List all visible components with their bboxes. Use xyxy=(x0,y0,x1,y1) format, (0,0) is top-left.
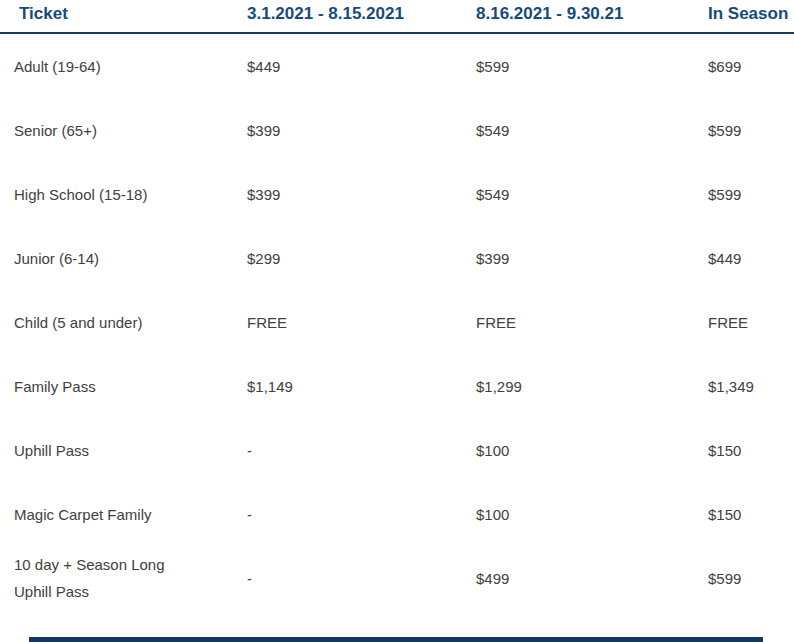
table-row: Child (5 and under) FREE FREE FREE xyxy=(0,290,794,354)
price-cell: $150 xyxy=(694,482,794,546)
price-cell: $599 xyxy=(694,546,794,610)
price-cell: $599 xyxy=(694,162,794,226)
table-row: Magic Carpet Family - $100 $150 xyxy=(0,482,794,546)
price-cell: $549 xyxy=(462,162,694,226)
price-cell: - xyxy=(233,418,462,482)
column-header-in-season: In Season xyxy=(694,0,794,33)
price-cell: $699 xyxy=(694,33,794,98)
price-cell: $299 xyxy=(233,226,462,290)
price-cell: FREE xyxy=(233,290,462,354)
ticket-label-cell: Family Pass xyxy=(0,354,233,418)
price-cell: $599 xyxy=(462,33,694,98)
price-cell: $399 xyxy=(233,98,462,162)
price-cell: $399 xyxy=(462,226,694,290)
price-cell: $549 xyxy=(462,98,694,162)
price-cell: $1,149 xyxy=(233,354,462,418)
ticket-label-cell: Adult (19-64) xyxy=(0,33,233,98)
ticket-label-cell: High School (15-18) xyxy=(0,162,233,226)
price-cell: $599 xyxy=(694,98,794,162)
column-header-mid-season: 8.16.2021 - 9.30.21 xyxy=(462,0,694,33)
price-cell: $150 xyxy=(694,418,794,482)
ticket-label-cell: Child (5 and under) xyxy=(0,290,233,354)
table-row: 10 day + Season Long Uphill Pass - $499 … xyxy=(0,546,794,610)
table-row: Family Pass $1,149 $1,299 $1,349 xyxy=(0,354,794,418)
table-row: High School (15-18) $399 $549 $599 xyxy=(0,162,794,226)
table-row: Junior (6-14) $299 $399 $449 xyxy=(0,226,794,290)
price-cell: $1,299 xyxy=(462,354,694,418)
price-cell: $1,349 xyxy=(694,354,794,418)
price-cell: $449 xyxy=(233,33,462,98)
table-bottom-rule xyxy=(29,637,763,642)
ticket-label-cell: Junior (6-14) xyxy=(0,226,233,290)
column-header-ticket: Ticket xyxy=(0,0,233,33)
price-cell: $100 xyxy=(462,482,694,546)
price-cell: $399 xyxy=(233,162,462,226)
pricing-table: Ticket 3.1.2021 - 8.15.2021 8.16.2021 - … xyxy=(0,0,794,610)
ticket-label-cell: Uphill Pass xyxy=(0,418,233,482)
price-cell: $100 xyxy=(462,418,694,482)
table-row: Adult (19-64) $449 $599 $699 xyxy=(0,33,794,98)
price-cell: FREE xyxy=(462,290,694,354)
price-cell: $449 xyxy=(694,226,794,290)
table-row: Senior (65+) $399 $549 $599 xyxy=(0,98,794,162)
header-row: Ticket 3.1.2021 - 8.15.2021 8.16.2021 - … xyxy=(0,0,794,33)
ticket-label-cell: Senior (65+) xyxy=(0,98,233,162)
column-header-early-season: 3.1.2021 - 8.15.2021 xyxy=(233,0,462,33)
price-cell: - xyxy=(233,482,462,546)
ticket-label-cell: 10 day + Season Long Uphill Pass xyxy=(0,546,233,610)
price-cell: $499 xyxy=(462,546,694,610)
pricing-page: Ticket 3.1.2021 - 8.15.2021 8.16.2021 - … xyxy=(0,0,794,642)
table-row: Uphill Pass - $100 $150 xyxy=(0,418,794,482)
price-cell: - xyxy=(233,546,462,610)
ticket-label-cell: Magic Carpet Family xyxy=(0,482,233,546)
price-cell: FREE xyxy=(694,290,794,354)
